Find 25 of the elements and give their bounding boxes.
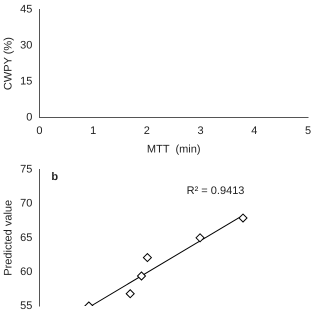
x-tick-label: 2 [144, 125, 150, 138]
y-tick-label: 65 [20, 232, 32, 244]
point [142, 253, 152, 262]
y-tick-label: 15 [20, 76, 32, 88]
x-tick-label: 4 [251, 125, 258, 138]
x-tick-label: 0 [36, 125, 42, 138]
y-tick-label: 60 [20, 266, 32, 278]
point [238, 214, 248, 223]
y-tick-label: 70 [20, 198, 32, 210]
y-axis-title: CWPY (%) [2, 37, 15, 90]
x-tick-label: 3 [198, 125, 204, 138]
annotation: R² = 0.9413 [186, 185, 244, 198]
y-tick-label: 55 [20, 300, 32, 312]
y-tick-label: 30 [20, 40, 32, 52]
x-tick-label: 5 [304, 125, 312, 138]
annotation: b [51, 171, 58, 184]
y-tick-label: 0 [26, 112, 32, 124]
y-axis-title: Predicted value [2, 200, 15, 276]
point [196, 233, 205, 242]
x-axis-title: MTT (min) [146, 143, 201, 156]
x-tick-label: 1 [90, 125, 96, 138]
point [136, 271, 146, 280]
y-tick-label: 45 [20, 4, 32, 16]
point [126, 289, 135, 298]
y-tick-label: 75 [20, 164, 32, 176]
